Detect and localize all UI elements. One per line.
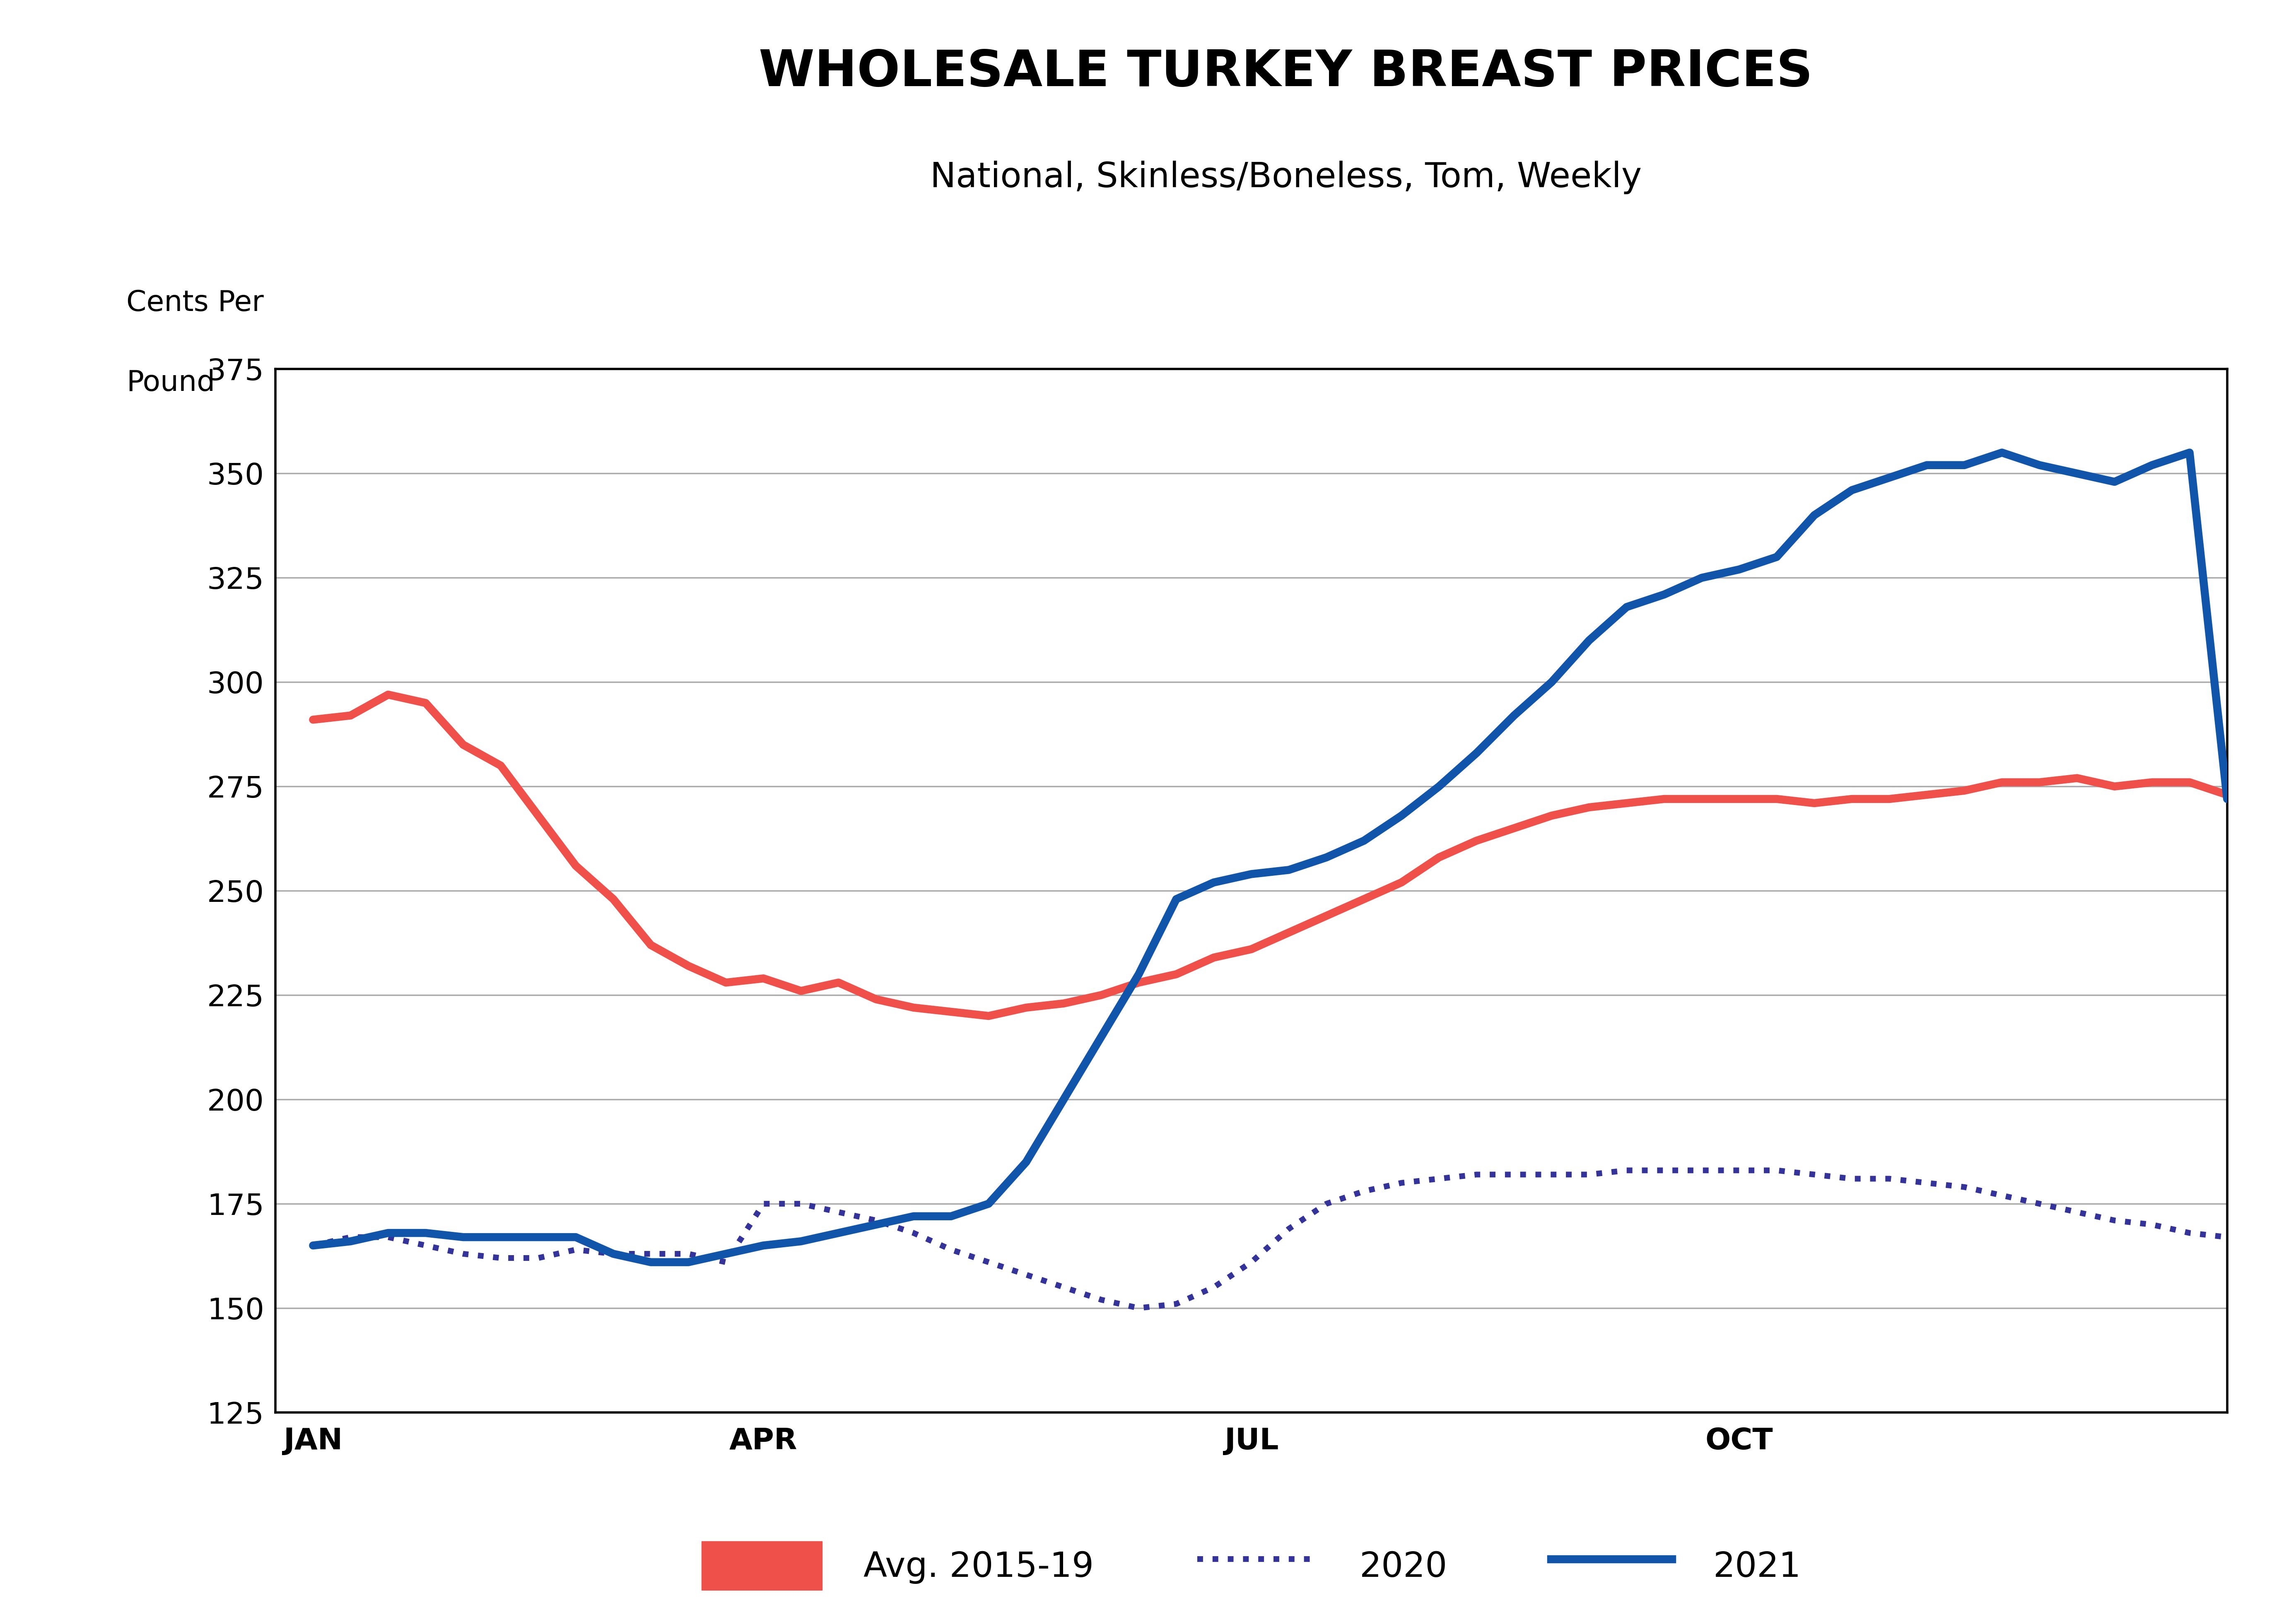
Legend: Avg. 2015-19, 2020, 2021: Avg. 2015-19, 2020, 2021	[687, 1528, 1816, 1603]
Text: WHOLESALE TURKEY BREAST PRICES: WHOLESALE TURKEY BREAST PRICES	[758, 48, 1814, 96]
Text: National, Skinless/Boneless, Tom, Weekly: National, Skinless/Boneless, Tom, Weekly	[930, 160, 1642, 194]
Text: Cents Per: Cents Per	[126, 289, 264, 316]
Text: Pound: Pound	[126, 369, 216, 396]
